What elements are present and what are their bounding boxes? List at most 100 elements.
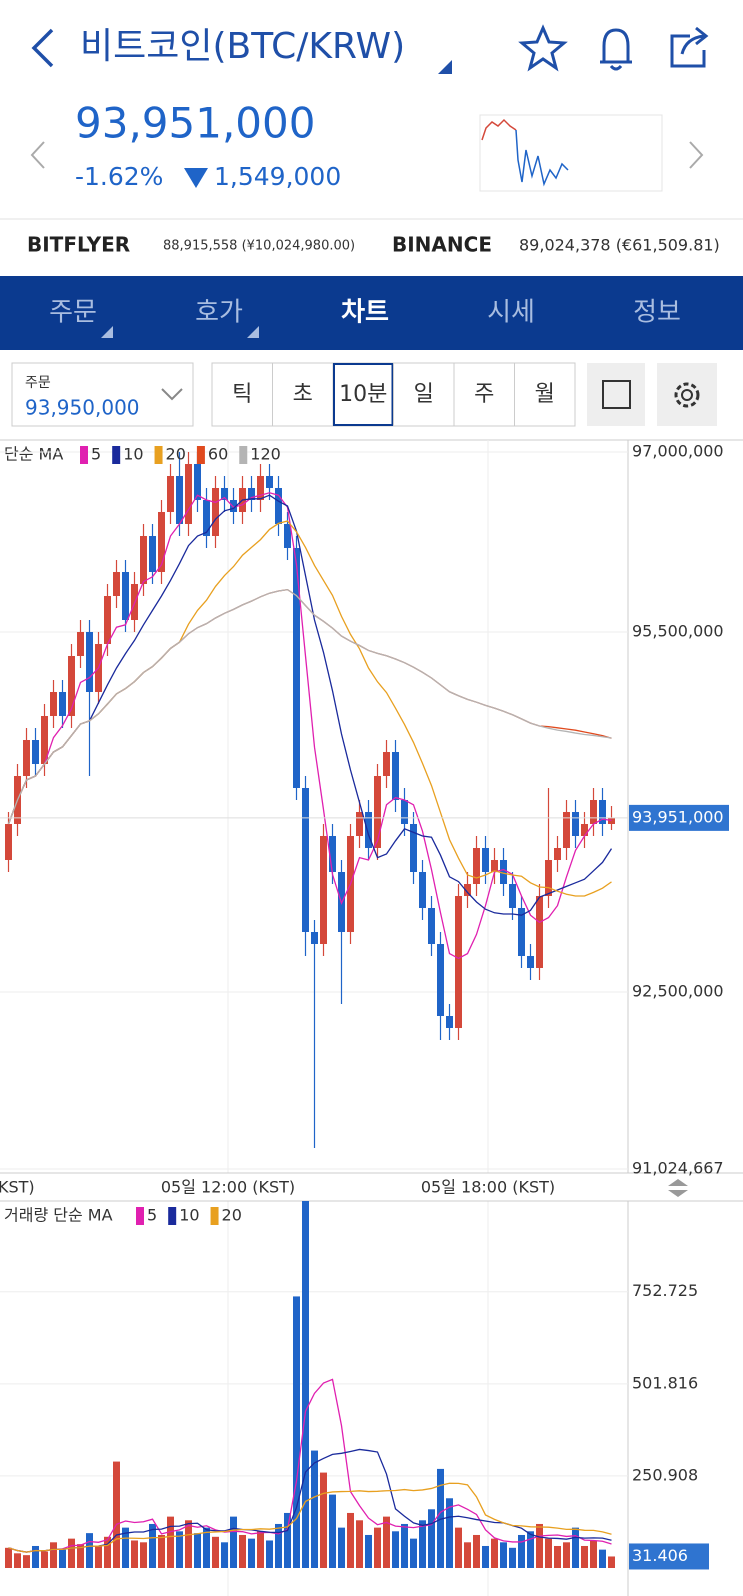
volume-bar [518, 1534, 525, 1568]
ma-line [8, 1378, 612, 1553]
candle-body [482, 848, 489, 872]
volume-bar [473, 1534, 480, 1568]
candle-body [86, 632, 93, 692]
candle-body [167, 476, 174, 512]
candle-body [509, 884, 516, 908]
candle-body [185, 464, 192, 524]
candle-body [257, 476, 264, 500]
volume-bar [95, 1545, 102, 1568]
draw-button[interactable] [587, 363, 645, 426]
volume-bar [509, 1547, 516, 1568]
next-arrow[interactable] [689, 141, 704, 169]
candle-body [23, 740, 30, 776]
exchange-name: BITFLYER [27, 233, 130, 257]
candle-body [59, 692, 66, 716]
volume-legend-title: 거래량 단순 MA [4, 1206, 113, 1225]
tab[interactable]: 정보 [633, 298, 681, 328]
down-triangle [184, 168, 208, 188]
volume-bar [446, 1498, 453, 1568]
interval-button[interactable]: 틱 [232, 382, 252, 407]
volume-bar [149, 1523, 156, 1568]
volume-bar [347, 1512, 354, 1568]
ma-legend-title: 단순 MA [4, 445, 63, 464]
volume-bar [383, 1516, 390, 1568]
y-tick-label: 92,500,000 [632, 982, 724, 1001]
change-rate: -1.62% [75, 162, 163, 191]
candle-body [194, 464, 201, 500]
volume-bar [23, 1555, 30, 1568]
interval-button[interactable]: 일 [414, 382, 434, 407]
candle-body [374, 776, 381, 848]
candle-body [473, 848, 480, 884]
sparkline-up [481, 118, 517, 141]
back-button[interactable] [31, 28, 54, 68]
candle-body [392, 752, 399, 800]
tab-dropdown [101, 326, 113, 338]
candle-body [221, 488, 228, 500]
prev-arrow[interactable] [30, 141, 45, 169]
interval-button[interactable]: 주 [474, 382, 494, 407]
volume-bar [122, 1527, 129, 1568]
candle-body [590, 800, 597, 824]
volume-bar [176, 1531, 183, 1568]
time-axis [0, 1173, 743, 1201]
order-box[interactable] [11, 362, 194, 427]
volume-bar [131, 1540, 138, 1568]
candle-body [491, 860, 498, 872]
candle-body [455, 896, 462, 1028]
time-label: KST) [0, 1178, 35, 1197]
volume-bar [230, 1516, 237, 1568]
candle-body [563, 812, 570, 848]
tab[interactable]: 호가 [195, 298, 243, 328]
candle-body [158, 512, 165, 572]
y-tick-label: 752.725 [632, 1281, 698, 1300]
candle-body [149, 536, 156, 572]
alarm-icon[interactable] [600, 28, 632, 71]
candle-body [203, 500, 210, 536]
volume-bar [275, 1523, 282, 1568]
volume-bar [257, 1531, 264, 1568]
volume-bar [428, 1509, 435, 1568]
y-tick-label: 95,500,000 [632, 622, 724, 641]
favorite-icon[interactable] [518, 24, 568, 72]
share-icon[interactable] [670, 26, 709, 68]
candle-body [572, 812, 579, 836]
volume-bar [392, 1531, 399, 1568]
resize-handle[interactable] [668, 1179, 688, 1197]
tab[interactable]: 시세 [487, 298, 535, 328]
candle-body [518, 908, 525, 956]
candle-body [437, 944, 444, 1016]
tab[interactable]: 차트 [341, 298, 389, 328]
volume-bar [482, 1545, 489, 1568]
exchange-quote: 88,915,558 (¥10,024,980.00) [163, 239, 355, 254]
interval-button[interactable]: 10분 [339, 382, 387, 407]
volume-bar [500, 1542, 507, 1568]
volume-bar [50, 1542, 57, 1568]
tab[interactable]: 주문 [49, 298, 97, 328]
candle-body [284, 524, 291, 548]
legend-swatch [112, 446, 121, 464]
settings-button[interactable] [657, 363, 717, 426]
volume-bar [608, 1556, 615, 1568]
interval-button[interactable]: 월 [535, 382, 555, 407]
volume-bar [185, 1520, 192, 1568]
candle-body [140, 536, 147, 584]
order-dropdown[interactable] [161, 388, 183, 401]
current-volume-box [629, 1543, 709, 1570]
legend-period: 20 [166, 445, 186, 464]
candle-body [410, 824, 417, 872]
sparkline-box [479, 114, 663, 192]
volume-bar [536, 1523, 543, 1568]
y-tick-label: 91,024,667 [632, 1159, 724, 1178]
title-dropdown[interactable] [438, 60, 452, 74]
tab-dropdown [247, 326, 259, 338]
legend-swatch [136, 1207, 144, 1225]
interval-button[interactable]: 초 [293, 382, 313, 407]
volume-bar [419, 1520, 426, 1568]
candle-body [230, 500, 237, 512]
volume-bar [140, 1542, 147, 1568]
legend-swatch [210, 1207, 219, 1225]
volume-bar [545, 1538, 552, 1568]
candle-body [428, 908, 435, 944]
volume-bar [338, 1527, 345, 1568]
